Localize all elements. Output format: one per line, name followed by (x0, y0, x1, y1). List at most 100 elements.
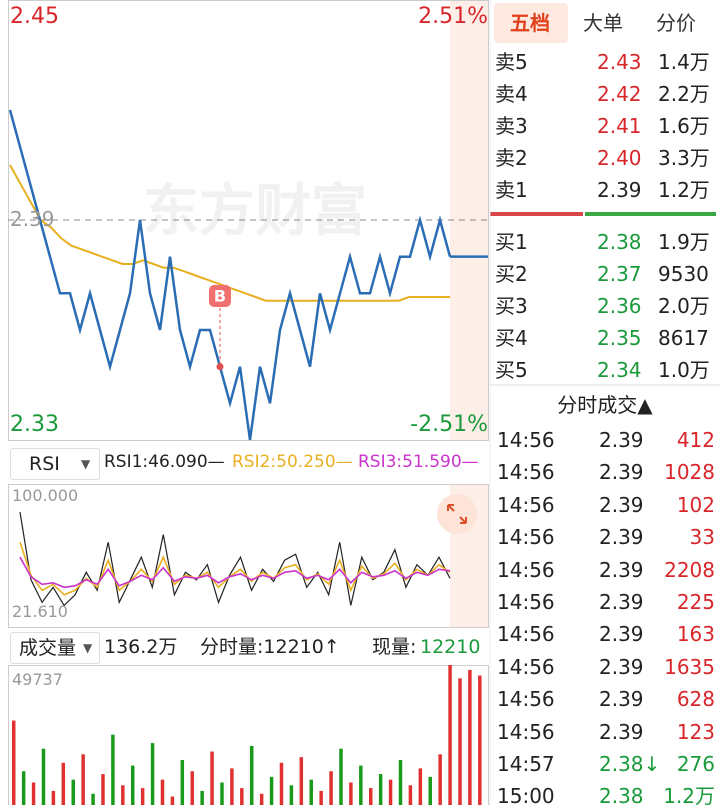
rsi-line (19, 512, 451, 607)
book-label: 买3 (495, 294, 528, 318)
marker-dot (216, 363, 224, 371)
trade-volume: 33 (689, 525, 715, 550)
book-label: 卖4 (495, 82, 528, 106)
volume-bar (240, 788, 244, 805)
trade-price: 2.39 (599, 590, 644, 614)
rsi-selector[interactable]: RSI ▼ (10, 448, 100, 480)
book-label: 卖1 (495, 178, 528, 202)
book-label: 买5 (495, 358, 528, 382)
rsi-max: 100.000 (12, 486, 79, 505)
book-price: 2.35 (597, 326, 642, 350)
trade-time: 14:56 (497, 719, 555, 744)
trades-header[interactable]: 分时成交▲ (557, 393, 653, 417)
volume-bar (160, 779, 165, 805)
marker-badge (209, 285, 231, 307)
volume-bar (61, 762, 66, 805)
volume-bar (250, 745, 254, 805)
trade-time: 14:56 (497, 557, 555, 582)
trade-volume: 225 (676, 590, 715, 614)
trade-time: 14:56 (497, 622, 555, 647)
volume-bar (408, 785, 413, 805)
volume-bar (170, 796, 175, 805)
price-line (8, 109, 452, 441)
trade-price: 2.39 (599, 687, 644, 712)
book-volume: 3.3万 (658, 146, 710, 170)
volume-bar (418, 768, 423, 805)
book-volume: 1.6万 (658, 114, 710, 138)
book-volume: 9530 (658, 262, 709, 286)
volume-period: 分时量:12210↑ (200, 636, 340, 658)
trade-volume: 1.2万 (663, 784, 715, 808)
book-label: 买4 (495, 326, 528, 350)
volume-selector-text: 成交量 (19, 637, 77, 659)
volume-bar (398, 759, 403, 805)
volume-bar (428, 776, 432, 805)
trade-volume: 276 (676, 752, 715, 776)
book-price: 2.39 (597, 178, 642, 202)
sell-ratio (490, 212, 583, 216)
book-volume: 1.9万 (658, 230, 710, 254)
volume-bar (41, 748, 46, 805)
book-volume: 1.0万 (658, 358, 710, 382)
trade-volume: 412 (676, 428, 715, 452)
trade-volume: 163 (676, 622, 715, 647)
trade-volume: 628 (676, 687, 715, 712)
book-price: 2.34 (597, 358, 642, 382)
volume-bar (319, 790, 323, 805)
trade-price: 2.39 (599, 428, 644, 452)
trade-time: 14:56 (497, 428, 555, 452)
expand-icon (447, 504, 467, 524)
volume-bar (279, 762, 284, 805)
trade-time: 14:56 (497, 654, 555, 679)
volume-bar (220, 782, 224, 805)
ref-price: 2.39 (10, 207, 55, 231)
volume-bar (299, 757, 304, 805)
buy-ratio (585, 212, 716, 216)
volume-bar (329, 771, 333, 805)
volume-bar (81, 754, 85, 805)
tab[interactable]: 大单 (583, 11, 623, 35)
tab[interactable]: 分价 (656, 11, 696, 35)
volume-selector[interactable]: 成交量 ▼ (10, 632, 100, 664)
volume-bar (359, 765, 363, 805)
rsi-line (19, 556, 451, 589)
trade-price: 2.39 (599, 719, 644, 744)
price-min: 2.33 (10, 412, 59, 437)
pct-min: -2.51% (410, 412, 488, 437)
trade-time: 14:56 (497, 687, 555, 712)
book-price: 2.40 (597, 146, 642, 170)
tab[interactable]: 五档 (510, 11, 550, 35)
book-price: 2.36 (597, 294, 642, 318)
book-volume: 2.0万 (658, 294, 710, 318)
expand-button[interactable] (437, 494, 477, 534)
book-price: 2.43 (597, 50, 642, 74)
book-volume: 1.4万 (658, 50, 710, 74)
rsi-selector-text: RSI (29, 453, 60, 475)
trade-price: 2.39 (599, 654, 644, 679)
trade-price: 2.38↓ (599, 752, 661, 776)
book-label: 卖2 (495, 146, 528, 170)
book-label: 卖3 (495, 114, 528, 138)
volume-bar (468, 669, 472, 805)
trade-volume: 123 (676, 719, 715, 744)
volume-bar (388, 779, 393, 805)
trade-price: 2.39 (599, 525, 644, 550)
book-price: 2.41 (597, 114, 642, 138)
trade-time: 14:56 (497, 460, 555, 485)
dropdown-arrow: ▼ (81, 457, 91, 471)
volume-bar (131, 765, 135, 805)
book-label: 买2 (495, 262, 528, 286)
volume-bar (12, 720, 16, 805)
volume-bar (448, 665, 452, 805)
tab-selected-bg (494, 3, 568, 43)
volume-bar (230, 768, 234, 805)
volume-bar (51, 790, 56, 805)
trade-price: 2.39 (599, 557, 644, 582)
volume-bar (111, 734, 115, 805)
volume-bar (101, 774, 105, 805)
rsi1-value: RSI1:46.090— (104, 452, 225, 472)
volume-bar (180, 759, 185, 805)
volume-bar (140, 788, 145, 805)
volume-bar (289, 785, 294, 805)
book-label: 买1 (495, 230, 528, 254)
